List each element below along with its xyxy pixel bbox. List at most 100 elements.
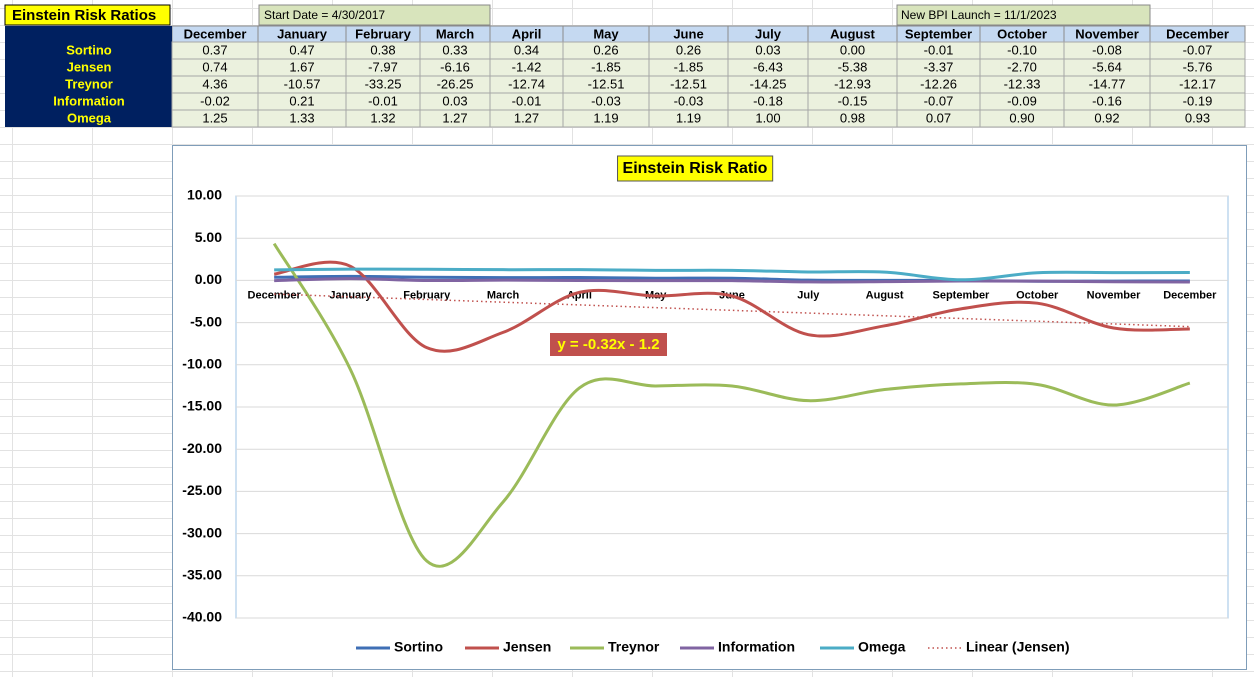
y-tick-label: -20.00: [182, 440, 222, 456]
cell-value: -0.19: [1183, 93, 1213, 108]
launch-date: New BPI Launch = 11/1/2023: [901, 8, 1057, 22]
x-tick-label: September: [932, 289, 990, 301]
series-line: [273, 260, 1190, 353]
cell-value: 0.93: [1185, 110, 1210, 125]
cell-value: -1.85: [591, 59, 621, 74]
cell-value: 0.38: [370, 42, 395, 57]
cell-value: -14.25: [750, 76, 787, 91]
cell-value: -6.16: [440, 59, 470, 74]
cell-value: 0.92: [1094, 110, 1119, 125]
cell-value: -0.07: [1183, 42, 1213, 57]
legend-label: Information: [718, 639, 795, 655]
cell-value: 0.07: [926, 110, 951, 125]
series-line: [274, 277, 1190, 284]
column-header: October: [997, 26, 1047, 41]
cell-value: 0.26: [593, 42, 618, 57]
legend-label: Treynor: [608, 639, 660, 655]
cell-value: -0.01: [368, 93, 398, 108]
cell-value: 0.33: [442, 42, 467, 57]
cell-value: -12.51: [670, 76, 707, 91]
cell-value: 1.27: [442, 110, 467, 125]
label-column: [5, 42, 172, 127]
note-cell: [896, 4, 1151, 26]
y-tick-label: 5.00: [195, 229, 222, 245]
y-tick-label: -5.00: [190, 313, 222, 329]
header-cell: [5, 26, 172, 42]
legend-label: Linear (Jensen): [966, 639, 1069, 655]
x-tick-label: July: [797, 289, 820, 301]
column-header: February: [355, 26, 411, 41]
cell-value: -5.76: [1183, 59, 1213, 74]
x-tick-label: January: [329, 289, 372, 301]
x-tick-label: February: [403, 289, 451, 301]
cell-value: -10.57: [284, 76, 321, 91]
column-header: December: [1166, 26, 1229, 41]
y-tick-label: -15.00: [182, 398, 222, 414]
y-tick-label: 0.00: [195, 271, 222, 287]
cell-value: 1.00: [755, 110, 780, 125]
cell-value: -33.25: [365, 76, 402, 91]
cell-value: 0.03: [755, 42, 780, 57]
x-tick-label: December: [248, 289, 302, 301]
row-label: Treynor: [65, 76, 113, 91]
cell-value: -14.77: [1089, 76, 1126, 91]
cell-value: 0.21: [289, 93, 314, 108]
chart-title: Einstein Risk Ratio: [623, 160, 768, 177]
cell-value: -2.70: [1007, 59, 1037, 74]
y-tick-label: -40.00: [182, 609, 222, 625]
legend-label: Sortino: [394, 639, 443, 655]
chart-title-box: [617, 155, 774, 182]
cell-value: 0.00: [840, 42, 865, 57]
cell-value: -12.33: [1004, 76, 1041, 91]
cell-value: -0.01: [512, 93, 542, 108]
cell-value: 0.47: [289, 42, 314, 57]
cell-value: -26.25: [437, 76, 474, 91]
column-header: December: [184, 26, 247, 41]
cell-value: -0.03: [591, 93, 621, 108]
cell-value: -12.93: [834, 76, 871, 91]
cell-value: -5.38: [838, 59, 868, 74]
row-label: Jensen: [67, 59, 112, 74]
column-header: April: [512, 26, 542, 41]
cell-value: 1.32: [370, 110, 395, 125]
column-header: August: [830, 26, 875, 41]
cell-value: 1.27: [514, 110, 539, 125]
legend-label: Omega: [858, 639, 906, 655]
cell-value: -1.85: [674, 59, 704, 74]
column-header: September: [905, 26, 972, 41]
cell-value: -7.97: [368, 59, 398, 74]
column-header: June: [673, 26, 703, 41]
cell-value: -12.74: [508, 76, 545, 91]
cell-value: -0.16: [1092, 93, 1122, 108]
cell-value: 1.67: [289, 59, 314, 74]
cell-value: -0.01: [924, 42, 954, 57]
cell-value: -0.08: [1092, 42, 1122, 57]
cell-value: -12.26: [920, 76, 957, 91]
column-header: November: [1075, 26, 1139, 41]
cell-value: -0.02: [200, 93, 230, 108]
cell-value: -0.09: [1007, 93, 1037, 108]
y-tick-label: -35.00: [182, 567, 222, 583]
x-tick-label: August: [866, 289, 904, 301]
cell-value: 1.33: [289, 110, 314, 125]
cell-value: -6.43: [753, 59, 783, 74]
cell-value: 0.26: [676, 42, 701, 57]
title-cell: [4, 4, 171, 26]
cell-value: -12.51: [588, 76, 625, 91]
legend-label: Jensen: [503, 639, 551, 655]
row-label: Sortino: [66, 42, 112, 57]
cell-value: 0.74: [202, 59, 227, 74]
x-tick-label: December: [1163, 289, 1217, 301]
cell-value: 0.34: [514, 42, 539, 57]
column-header: July: [755, 26, 782, 41]
y-tick-label: -25.00: [182, 482, 222, 498]
column-header: January: [277, 26, 328, 41]
cell-value: -5.64: [1092, 59, 1122, 74]
sheet-title: Einstein Risk Ratios: [12, 7, 156, 24]
cell-value: -0.18: [753, 93, 783, 108]
cell-value: 0.98: [840, 110, 865, 125]
cell-value: -1.42: [512, 59, 542, 74]
cell-value: 1.25: [202, 110, 227, 125]
cell-value: 1.19: [593, 110, 618, 125]
